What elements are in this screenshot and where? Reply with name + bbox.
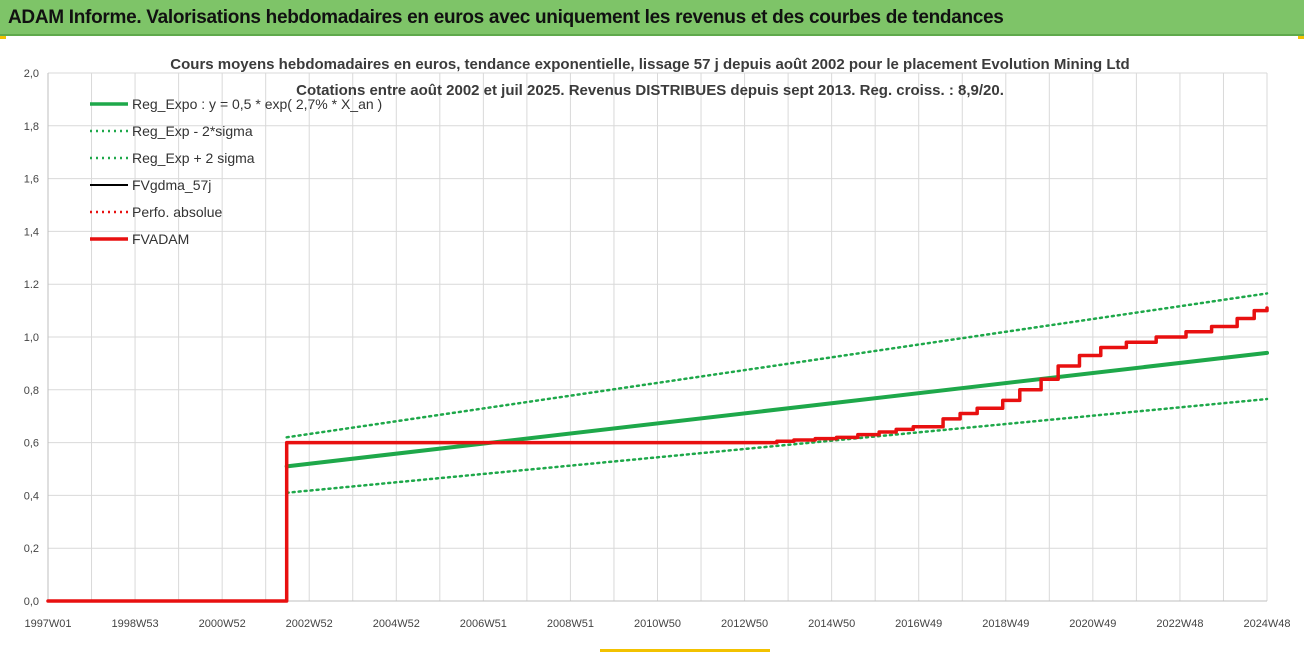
legend-label-1: Reg_Exp - 2*sigma: [132, 123, 253, 139]
corner-marker-left: [0, 36, 6, 39]
legend: Reg_Expo : y = 0,5 * exp( 2,7% * X_an ) R…: [90, 96, 382, 247]
y-tick-label: 0,4: [24, 490, 39, 502]
axes: 0,0 0,2 0,4 0,6 0,8 1,0 1.2 1,4 1,6 1,8 2,0 1997W01…: [24, 68, 1291, 630]
report-title: ADAM Informe. Valorisations hebdomadaire…: [8, 7, 1004, 28]
series-line-1: [285, 397, 1269, 495]
y-tick-label: 1,0: [24, 332, 39, 344]
y-tick-label: 1,4: [24, 226, 39, 238]
x-tick-label: 2002W52: [286, 618, 333, 630]
line-chart: 0,0 0,2 0,4 0,6 0,8 1,0 1.2 1,4 1,6 1,8 2,0 1997W01…: [24, 56, 1291, 630]
x-tick-label: 2024W48: [1243, 618, 1290, 630]
x-tick-label: 2008W51: [547, 618, 594, 630]
x-tick-label: 2006W51: [460, 618, 507, 630]
series-layer: [46, 292, 1269, 603]
x-tick-label: 1997W01: [24, 618, 71, 630]
series-line-0: [284, 350, 1269, 469]
chart-subtitle: Cotations entre août 2002 et juil 2025. …: [296, 82, 1004, 99]
x-tick-label: 2020W49: [1069, 618, 1116, 630]
y-tick-label: 0,6: [24, 438, 39, 450]
legend-label-3: FVgdma_57j: [132, 177, 211, 193]
x-tick-label: 1998W53: [112, 618, 159, 630]
report-banner: ADAM Informe. Valorisations hebdomadaire…: [0, 0, 1304, 36]
x-tick-label: 2010W50: [634, 618, 681, 630]
x-tick-label: 2014W50: [808, 618, 855, 630]
x-tick-label: 2000W52: [199, 618, 246, 630]
y-tick-label: 2,0: [24, 68, 39, 80]
corner-marker-bottom: [600, 649, 770, 652]
legend-label-0: Reg_Expo : y = 0,5 * exp( 2,7% * X_an ): [132, 96, 382, 112]
y-tick-label: 0,0: [24, 596, 39, 608]
series-line-5: [46, 306, 1269, 603]
chart-area: 0,0 0,2 0,4 0,6 0,8 1,0 1.2 1,4 1,6 1,8 2,0 1997W01…: [0, 36, 1304, 652]
legend-label-4: Perfo. absolue: [132, 204, 222, 220]
x-tick-label: 2018W49: [982, 618, 1029, 630]
y-tick-label: 0,8: [24, 385, 39, 397]
y-tick-label: 1.2: [24, 279, 39, 291]
y-tick-label: 1,8: [24, 121, 39, 133]
legend-label-5: FVADAM: [132, 231, 189, 247]
corner-marker-right: [1298, 36, 1304, 39]
x-tick-label: 2022W48: [1156, 618, 1203, 630]
chart-title: Cours moyens hebdomadaires en euros, ten…: [170, 56, 1129, 73]
legend-label-2: Reg_Exp + 2 sigma: [132, 150, 255, 166]
y-tick-label: 1,6: [24, 174, 39, 186]
x-tick-label: 2004W52: [373, 618, 420, 630]
y-tick-label: 0,2: [24, 543, 39, 555]
x-tick-label: 2012W50: [721, 618, 768, 630]
x-tick-label: 2016W49: [895, 618, 942, 630]
series-line-2: [285, 292, 1269, 439]
